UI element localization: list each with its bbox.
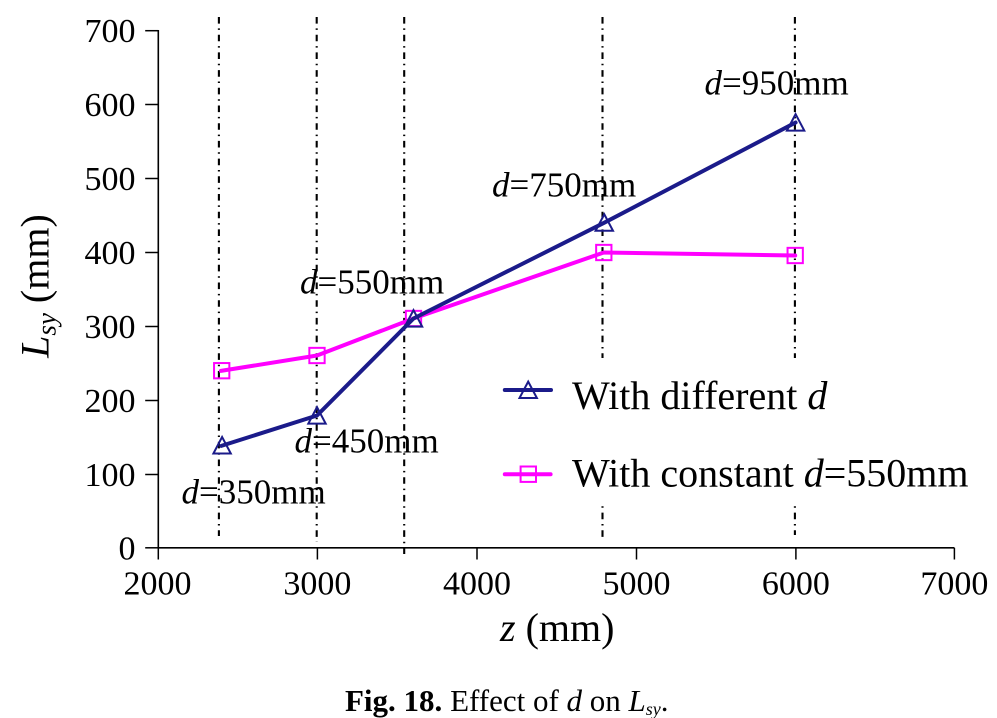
svg-text:d=350mm: d=350mm [182,473,326,512]
svg-text:700: 700 [85,13,136,50]
svg-text:500: 500 [85,161,136,198]
svg-text:With different d: With different d [572,373,828,418]
svg-text:Lsy (mm): Lsy (mm) [13,214,62,359]
svg-text:d=950mm: d=950mm [705,64,849,103]
svg-text:7000: 7000 [920,566,988,603]
svg-text:4000: 4000 [443,566,511,603]
svg-text:6000: 6000 [762,566,830,603]
svg-text:5000: 5000 [603,566,671,603]
svg-text:d=450mm: d=450mm [295,422,439,461]
svg-text:d=550mm: d=550mm [300,263,444,302]
svg-text:z (mm): z (mm) [499,605,614,650]
svg-text:Fig. 18. Effect of d on Lsy.: Fig. 18. Effect of d on Lsy. [345,683,669,718]
svg-text:d=750mm: d=750mm [492,166,636,205]
svg-text:600: 600 [85,87,136,124]
svg-text:200: 200 [85,383,136,420]
svg-text:2000: 2000 [124,566,192,603]
svg-text:3000: 3000 [283,566,351,603]
svg-text:400: 400 [85,235,136,272]
svg-text:With constant d=550mm: With constant d=550mm [572,450,968,495]
svg-text:300: 300 [85,309,136,346]
svg-text:100: 100 [85,457,136,494]
svg-text:0: 0 [119,530,136,567]
